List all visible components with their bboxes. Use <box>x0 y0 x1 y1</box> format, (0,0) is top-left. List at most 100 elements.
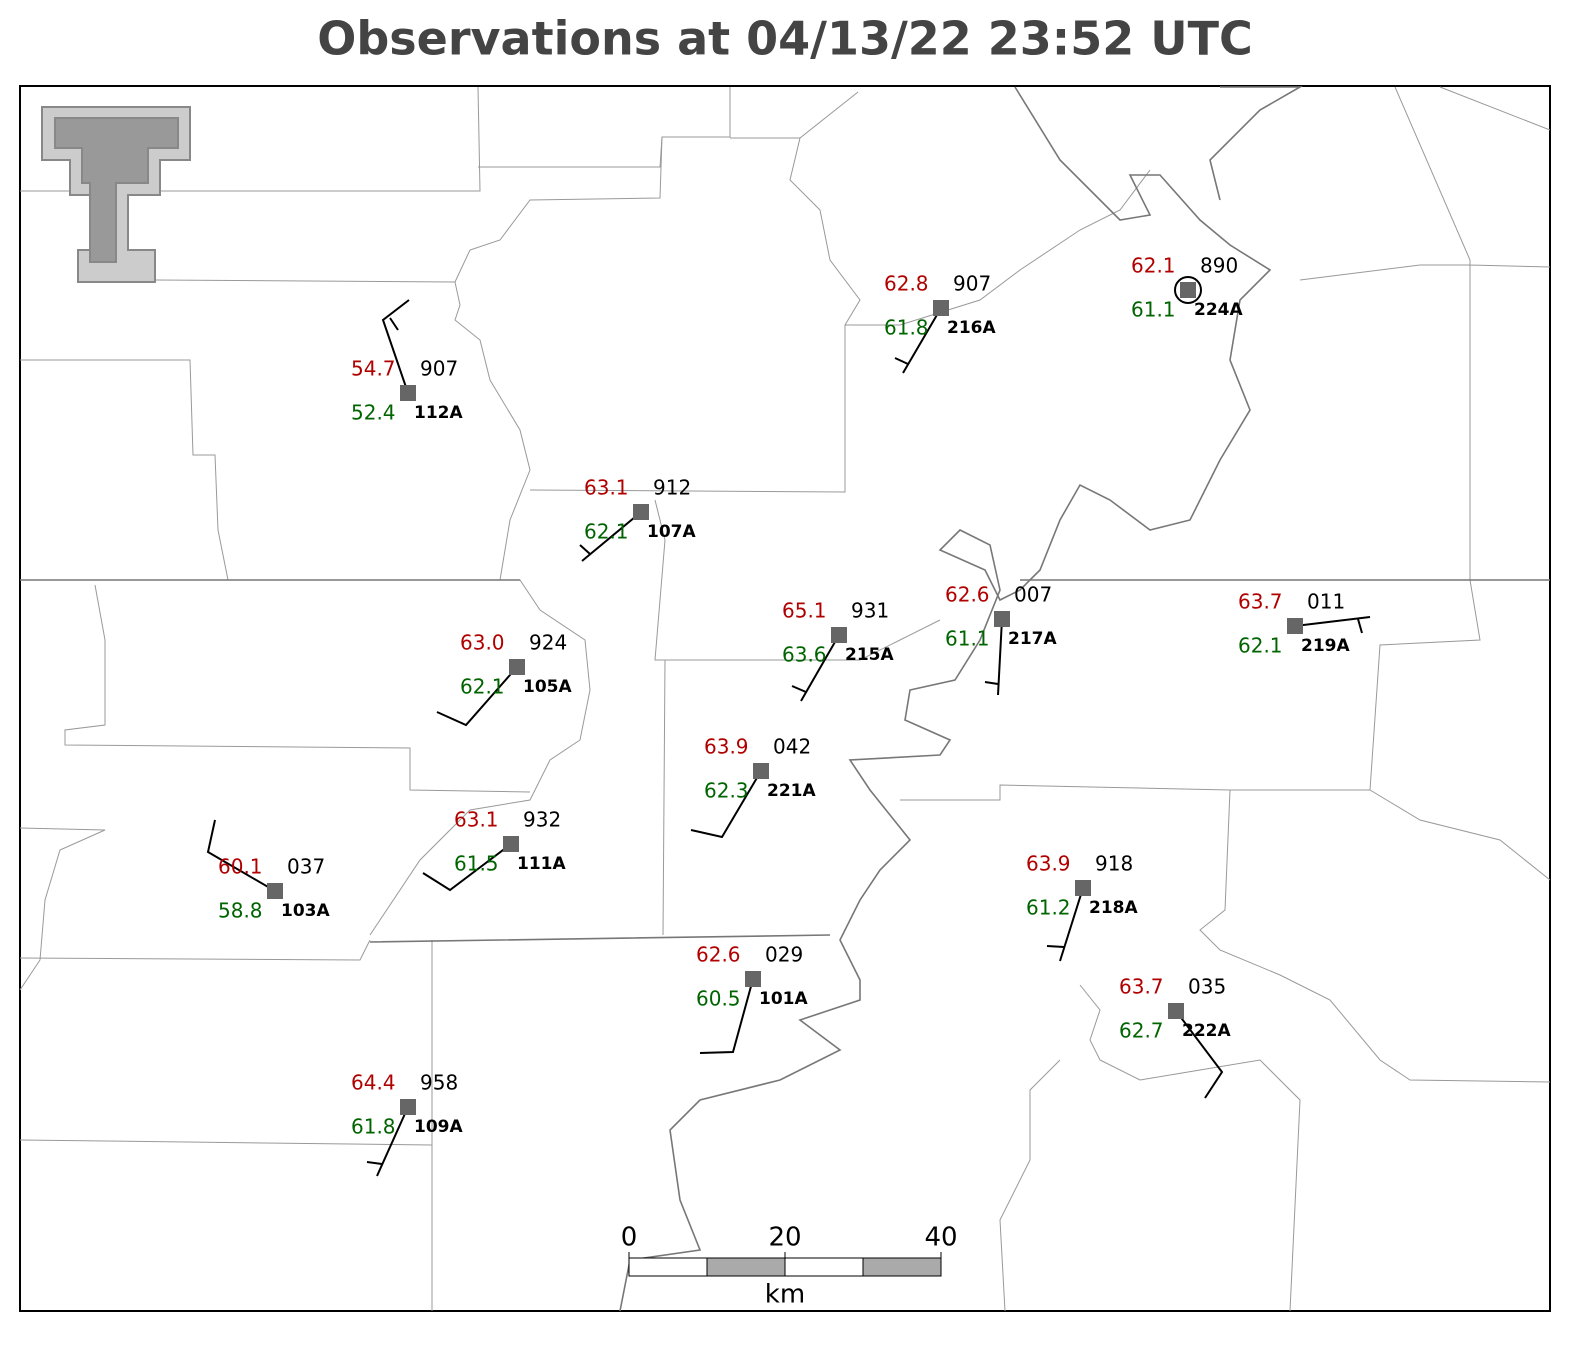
station-id: 215A <box>845 645 894 665</box>
pressure: 029 <box>765 943 803 967</box>
dewpoint: 58.8 <box>218 899 263 923</box>
wind-barb <box>581 511 642 562</box>
dewpoint: 62.3 <box>704 779 749 803</box>
wind-barb <box>389 317 399 331</box>
station-marker <box>831 627 847 643</box>
station-marker <box>753 763 769 779</box>
scale-segment <box>784 1257 864 1277</box>
temperature: 62.8 <box>884 272 929 296</box>
wind-barb <box>1175 1010 1224 1099</box>
station-id: 222A <box>1182 1021 1231 1041</box>
station-id: 219A <box>1301 636 1350 656</box>
scale-segment <box>706 1257 786 1277</box>
pressure: 011 <box>1307 590 1345 614</box>
pressure: 918 <box>1095 852 1133 876</box>
station: 62.6 007 61.1 217A <box>945 583 1057 696</box>
dewpoint: 60.5 <box>696 987 741 1011</box>
pressure: 958 <box>420 1071 458 1095</box>
dewpoint: 61.2 <box>1026 896 1071 920</box>
wind-barb <box>436 666 518 727</box>
station: 65.1 931 63.6 215A <box>782 599 894 702</box>
wind-barb <box>800 634 840 702</box>
station-marker <box>1168 1003 1184 1019</box>
station-id: 107A <box>647 522 696 542</box>
station-marker <box>745 971 761 987</box>
stations: 54.7 907 52.4 112A 63.1 912 62.1 107A 62.8 907 61.… <box>206 254 1371 1177</box>
scale-unit: km <box>765 1280 805 1310</box>
boundaries <box>19 86 1551 1312</box>
pressure: 907 <box>420 357 458 381</box>
station: 63.7 035 62.7 222A <box>1119 975 1231 1099</box>
station: 63.0 924 62.1 105A <box>436 631 572 727</box>
temperature: 62.6 <box>945 583 990 607</box>
pressure: 042 <box>773 735 811 759</box>
temperature: 63.0 <box>460 631 505 655</box>
temperature: 63.1 <box>454 808 499 832</box>
pressure: 007 <box>1014 583 1052 607</box>
station: 62.8 907 61.8 216A <box>884 272 996 374</box>
station-marker <box>267 883 283 899</box>
pressure: 035 <box>1188 975 1226 999</box>
wind-barb <box>902 307 942 374</box>
wind-barb <box>381 299 410 394</box>
station-id: 224A <box>1194 300 1243 320</box>
scale-segment <box>628 1257 708 1277</box>
pressure: 037 <box>287 855 325 879</box>
wind-barb <box>422 843 512 892</box>
station-marker <box>933 300 949 316</box>
dewpoint: 61.1 <box>945 627 990 651</box>
station-id: 103A <box>281 901 330 921</box>
station-id: 218A <box>1089 898 1138 918</box>
station: 63.1 912 62.1 107A <box>579 476 696 562</box>
temperature: 63.9 <box>704 735 749 759</box>
pressure: 890 <box>1200 254 1238 278</box>
logo <box>41 106 191 283</box>
dewpoint: 63.6 <box>782 643 827 667</box>
scale-tick-label: 0 <box>621 1223 638 1253</box>
dewpoint: 62.1 <box>460 675 505 699</box>
wind-barb <box>1046 945 1065 948</box>
temperature: 62.1 <box>1131 254 1176 278</box>
dewpoint: 61.8 <box>884 316 929 340</box>
temperature: 54.7 <box>351 357 396 381</box>
wind-barb <box>579 544 591 555</box>
temperature: 60.1 <box>218 855 263 879</box>
scale-tick-label: 20 <box>768 1223 801 1253</box>
temperature: 63.7 <box>1119 975 1164 999</box>
title: Observations at 04/13/22 23:52 UTC <box>317 12 1252 66</box>
dewpoint: 62.1 <box>1238 634 1283 658</box>
wind-barb <box>984 681 999 685</box>
wind-barb <box>690 770 762 839</box>
station: 62.1 890 61.1 224A <box>1131 254 1243 322</box>
station-id: 217A <box>1008 629 1057 649</box>
wind-barb <box>1294 616 1371 627</box>
wind-barb <box>1357 618 1363 634</box>
wind-barb <box>376 1106 409 1177</box>
wind-barb <box>894 357 909 365</box>
wind-barb <box>366 1161 383 1165</box>
station-id: 105A <box>523 677 572 697</box>
dewpoint: 61.5 <box>454 852 499 876</box>
pressure: 932 <box>523 808 561 832</box>
pressure: 924 <box>529 631 567 655</box>
temperature: 63.9 <box>1026 852 1071 876</box>
station-marker <box>633 504 649 520</box>
pressure: 912 <box>653 476 691 500</box>
station-id: 221A <box>767 781 816 801</box>
wind-barb <box>791 685 807 693</box>
station-id: 101A <box>759 989 808 1009</box>
dewpoint: 52.4 <box>351 401 396 425</box>
station: 63.9 042 62.3 221A <box>690 735 816 839</box>
scale-tick-label: 40 <box>924 1223 957 1253</box>
station-marker <box>509 659 525 675</box>
station: 64.4 958 61.8 109A <box>351 1071 463 1177</box>
wind-barb <box>206 819 276 892</box>
dewpoint: 61.8 <box>351 1115 396 1139</box>
pressure: 907 <box>953 272 991 296</box>
temperature: 62.6 <box>696 943 741 967</box>
dewpoint: 61.1 <box>1131 298 1176 322</box>
wind-barb <box>997 618 1003 696</box>
station: 63.7 011 62.1 219A <box>1238 590 1371 658</box>
wind-barb <box>699 978 754 1054</box>
